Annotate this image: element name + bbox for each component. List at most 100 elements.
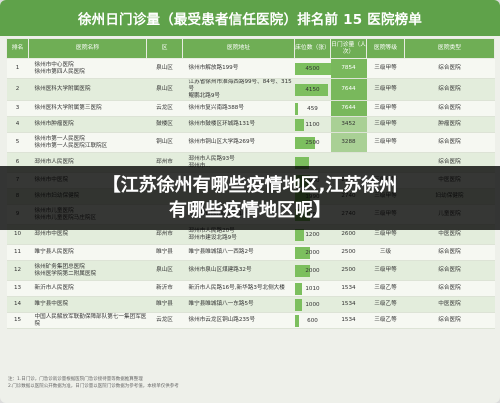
page-title: 徐州日门诊量（最受患者信任医院）排名前 15 医院榜单 xyxy=(0,0,500,36)
address-line: 徐州市铜山区大学路269号 xyxy=(188,139,256,145)
address-line: 新沂市人民路16号,新华路3号北侧大楼 xyxy=(188,285,285,291)
type-cell: 综合医院 xyxy=(404,280,495,297)
beds-bar-fill xyxy=(294,62,331,75)
hospital-name-line: 徐州市肿瘤医院 xyxy=(34,121,74,127)
header-rank: 排名 xyxy=(6,38,29,59)
address-line: 睢宁县睢城镇八一西路2号 xyxy=(188,249,254,255)
beds-cell: 1100 xyxy=(294,116,331,133)
hospital-name-cell: 新沂市人民医院 xyxy=(28,280,147,297)
hospital-name-cell: 睢宁县人民医院 xyxy=(28,244,147,261)
address-line: 江苏省徐州市淮海西路99号、84号、315号 xyxy=(188,79,292,92)
level-cell: 三级甲等 xyxy=(366,132,405,153)
table-header-row: 排名 医院名称 区 医院地址 床位数（张） 日门诊量（人次） 医院等级 医院类型 xyxy=(6,38,495,59)
beds-cell: 2500 xyxy=(294,132,331,153)
beds-bar-fill xyxy=(294,282,303,295)
header-daily-visits: 日门诊量（人次） xyxy=(330,38,367,59)
table-row: 12 徐州矿务集团总医院 徐州医学院第二附属医院 泉山区 徐州市泉山区煤建路32号 200… xyxy=(6,260,495,281)
banner-line: 有哪些疫情地区呢】 xyxy=(169,200,331,221)
type-cell: 综合医院 xyxy=(404,100,495,117)
address-cell: 睢宁县睢城镇八一西路2号 xyxy=(182,244,295,261)
beds-bar: 1200 xyxy=(294,228,331,241)
hospital-name-line: 徐州矿务集团总医院 xyxy=(34,263,85,270)
rank-cell: 11 xyxy=(6,244,29,261)
hospital-name-line: 邳州市中医院 xyxy=(34,231,69,237)
beds-bar-fill xyxy=(294,83,328,96)
type-cell: 肿瘤医院 xyxy=(404,116,495,133)
beds-cell: 4500 xyxy=(294,58,331,79)
rank-cell: 4 xyxy=(6,116,29,133)
beds-bar: 2000 xyxy=(294,264,331,277)
type-cell: 综合医院 xyxy=(404,312,495,329)
address-line: 徐州市鼓楼区环城路131号 xyxy=(188,121,256,127)
address-line: 徐州市解放路199号 xyxy=(188,65,239,71)
address-line: 徐州市泉山区煤建路32号 xyxy=(188,267,252,273)
type-cell: 综合医院 xyxy=(404,58,495,79)
beds-cell: 4150 xyxy=(294,78,331,101)
rank-cell: 5 xyxy=(6,132,29,153)
rank-cell: 13 xyxy=(6,280,29,297)
hospital-name-line: 徐州市第一人民医院 xyxy=(34,135,85,142)
daily-visits-cell: 7644 xyxy=(330,78,367,101)
address-cell: 睢宁县睢城镇八一东路5号 xyxy=(182,296,295,313)
district-cell: 新沂市 xyxy=(146,280,183,297)
beds-bar-fill xyxy=(294,118,304,131)
beds-bar xyxy=(294,156,331,169)
beds-bar-fill xyxy=(294,102,299,115)
address-cell: 徐州市鼓楼区环城路131号 xyxy=(182,116,295,133)
table-row: 15 中国人民解放军联勤保障部队第七一集团军医院 云龙区 徐州市云龙区铜山路235号 6… xyxy=(6,312,495,329)
beds-cell: 2000 xyxy=(294,244,331,261)
table-row: 14 睢宁县中医院 睢宁县 睢宁县睢城镇八一东路5号 1000 1534 三级乙等 中医医院 xyxy=(6,296,495,313)
beds-bar: 4150 xyxy=(294,83,331,96)
beds-bar: 459 xyxy=(294,102,331,115)
article-title-banner: 【江苏徐州有哪些疫情地区,江苏徐州 有哪些疫情地区呢】 xyxy=(0,166,500,230)
beds-bar: 1100 xyxy=(294,118,331,131)
rank-cell: 15 xyxy=(6,312,29,329)
beds-value: 600 xyxy=(307,317,318,324)
table-row: 11 睢宁县人民医院 睢宁县 睢宁县睢城镇八一西路2号 2000 2500 三级 综合医院 xyxy=(6,244,495,261)
header-level: 医院等级 xyxy=(366,38,405,59)
address-line: 睢宁县睢城镇八一东路5号 xyxy=(188,301,254,307)
level-cell: 三级甲等 xyxy=(366,58,405,79)
daily-visits-cell: 1534 xyxy=(330,296,367,313)
rank-cell: 14 xyxy=(6,296,29,313)
district-cell: 泉山区 xyxy=(146,78,183,101)
hospital-name-cell: 中国人民解放军联勤保障部队第七一集团军医院 xyxy=(28,312,147,329)
beds-value: 1100 xyxy=(305,121,320,128)
rank-cell: 3 xyxy=(6,100,29,117)
level-cell: 三级甲等 xyxy=(366,260,405,281)
hospital-name-cell: 徐州矿务集团总医院 徐州医学院第二附属医院 xyxy=(28,260,147,281)
level-cell: 三级乙等 xyxy=(366,280,405,297)
hospital-name-line: 徐州市中心医院 xyxy=(34,61,74,68)
address-line: 邳州市人民路93号 xyxy=(188,155,235,162)
hospital-name-line: 中国人民解放军联勤保障部队第七一集团军医院 xyxy=(34,313,147,327)
hospital-name-line: 睢宁县中医院 xyxy=(34,301,69,307)
hospital-name-cell: 徐州市第一人民医院 徐州市第一人民医院江联院区 xyxy=(28,132,147,153)
district-cell: 鼓楼区 xyxy=(146,116,183,133)
table-row: 2 徐州医科大学附属医院 泉山区 江苏省徐州市淮海西路99号、84号、315号 鲲鹏北路… xyxy=(6,78,495,101)
beds-bar: 600 xyxy=(294,314,331,327)
footnote: 注：1.日门诊，门急诊就诊量根据医院门急诊接待量等数据推算整理 2.门诊数据以医… xyxy=(8,376,492,390)
daily-visits-cell: 3288 xyxy=(330,132,367,153)
hospital-name-line: 新沂市人民医院 xyxy=(34,285,74,291)
beds-cell: 2000 xyxy=(294,260,331,281)
beds-bar-fill xyxy=(294,156,309,169)
beds-value: 1000 xyxy=(305,301,320,308)
address-cell: 徐州市解放路199号 xyxy=(182,58,295,79)
beds-bar: 1010 xyxy=(294,282,331,295)
type-cell: 中医医院 xyxy=(404,296,495,313)
level-cell: 三级甲等 xyxy=(366,78,405,101)
table-row: 13 新沂市人民医院 新沂市 新沂市人民路16号,新华路3号北侧大楼 1010 1534 三… xyxy=(6,280,495,297)
address-line: 邳州市人民路20号 xyxy=(188,227,235,234)
hospital-name-line: 睢宁县人民医院 xyxy=(34,249,74,255)
hospital-name-cell: 睢宁县中医院 xyxy=(28,296,147,313)
district-cell: 泉山区 xyxy=(146,58,183,79)
beds-cell: 1010 xyxy=(294,280,331,297)
address-cell: 徐州市云龙区铜山路235号 xyxy=(182,312,295,329)
beds-cell: 1000 xyxy=(294,296,331,313)
address-line: 邳州市... xyxy=(189,163,295,170)
header-address: 医院地址 xyxy=(182,38,295,59)
footnote-line: 注：1.日门诊，门急诊就诊量根据医院门急诊接待量等数据推算整理 xyxy=(8,377,143,382)
beds-value: 4500 xyxy=(305,65,320,72)
type-cell: 综合医院 xyxy=(404,132,495,153)
